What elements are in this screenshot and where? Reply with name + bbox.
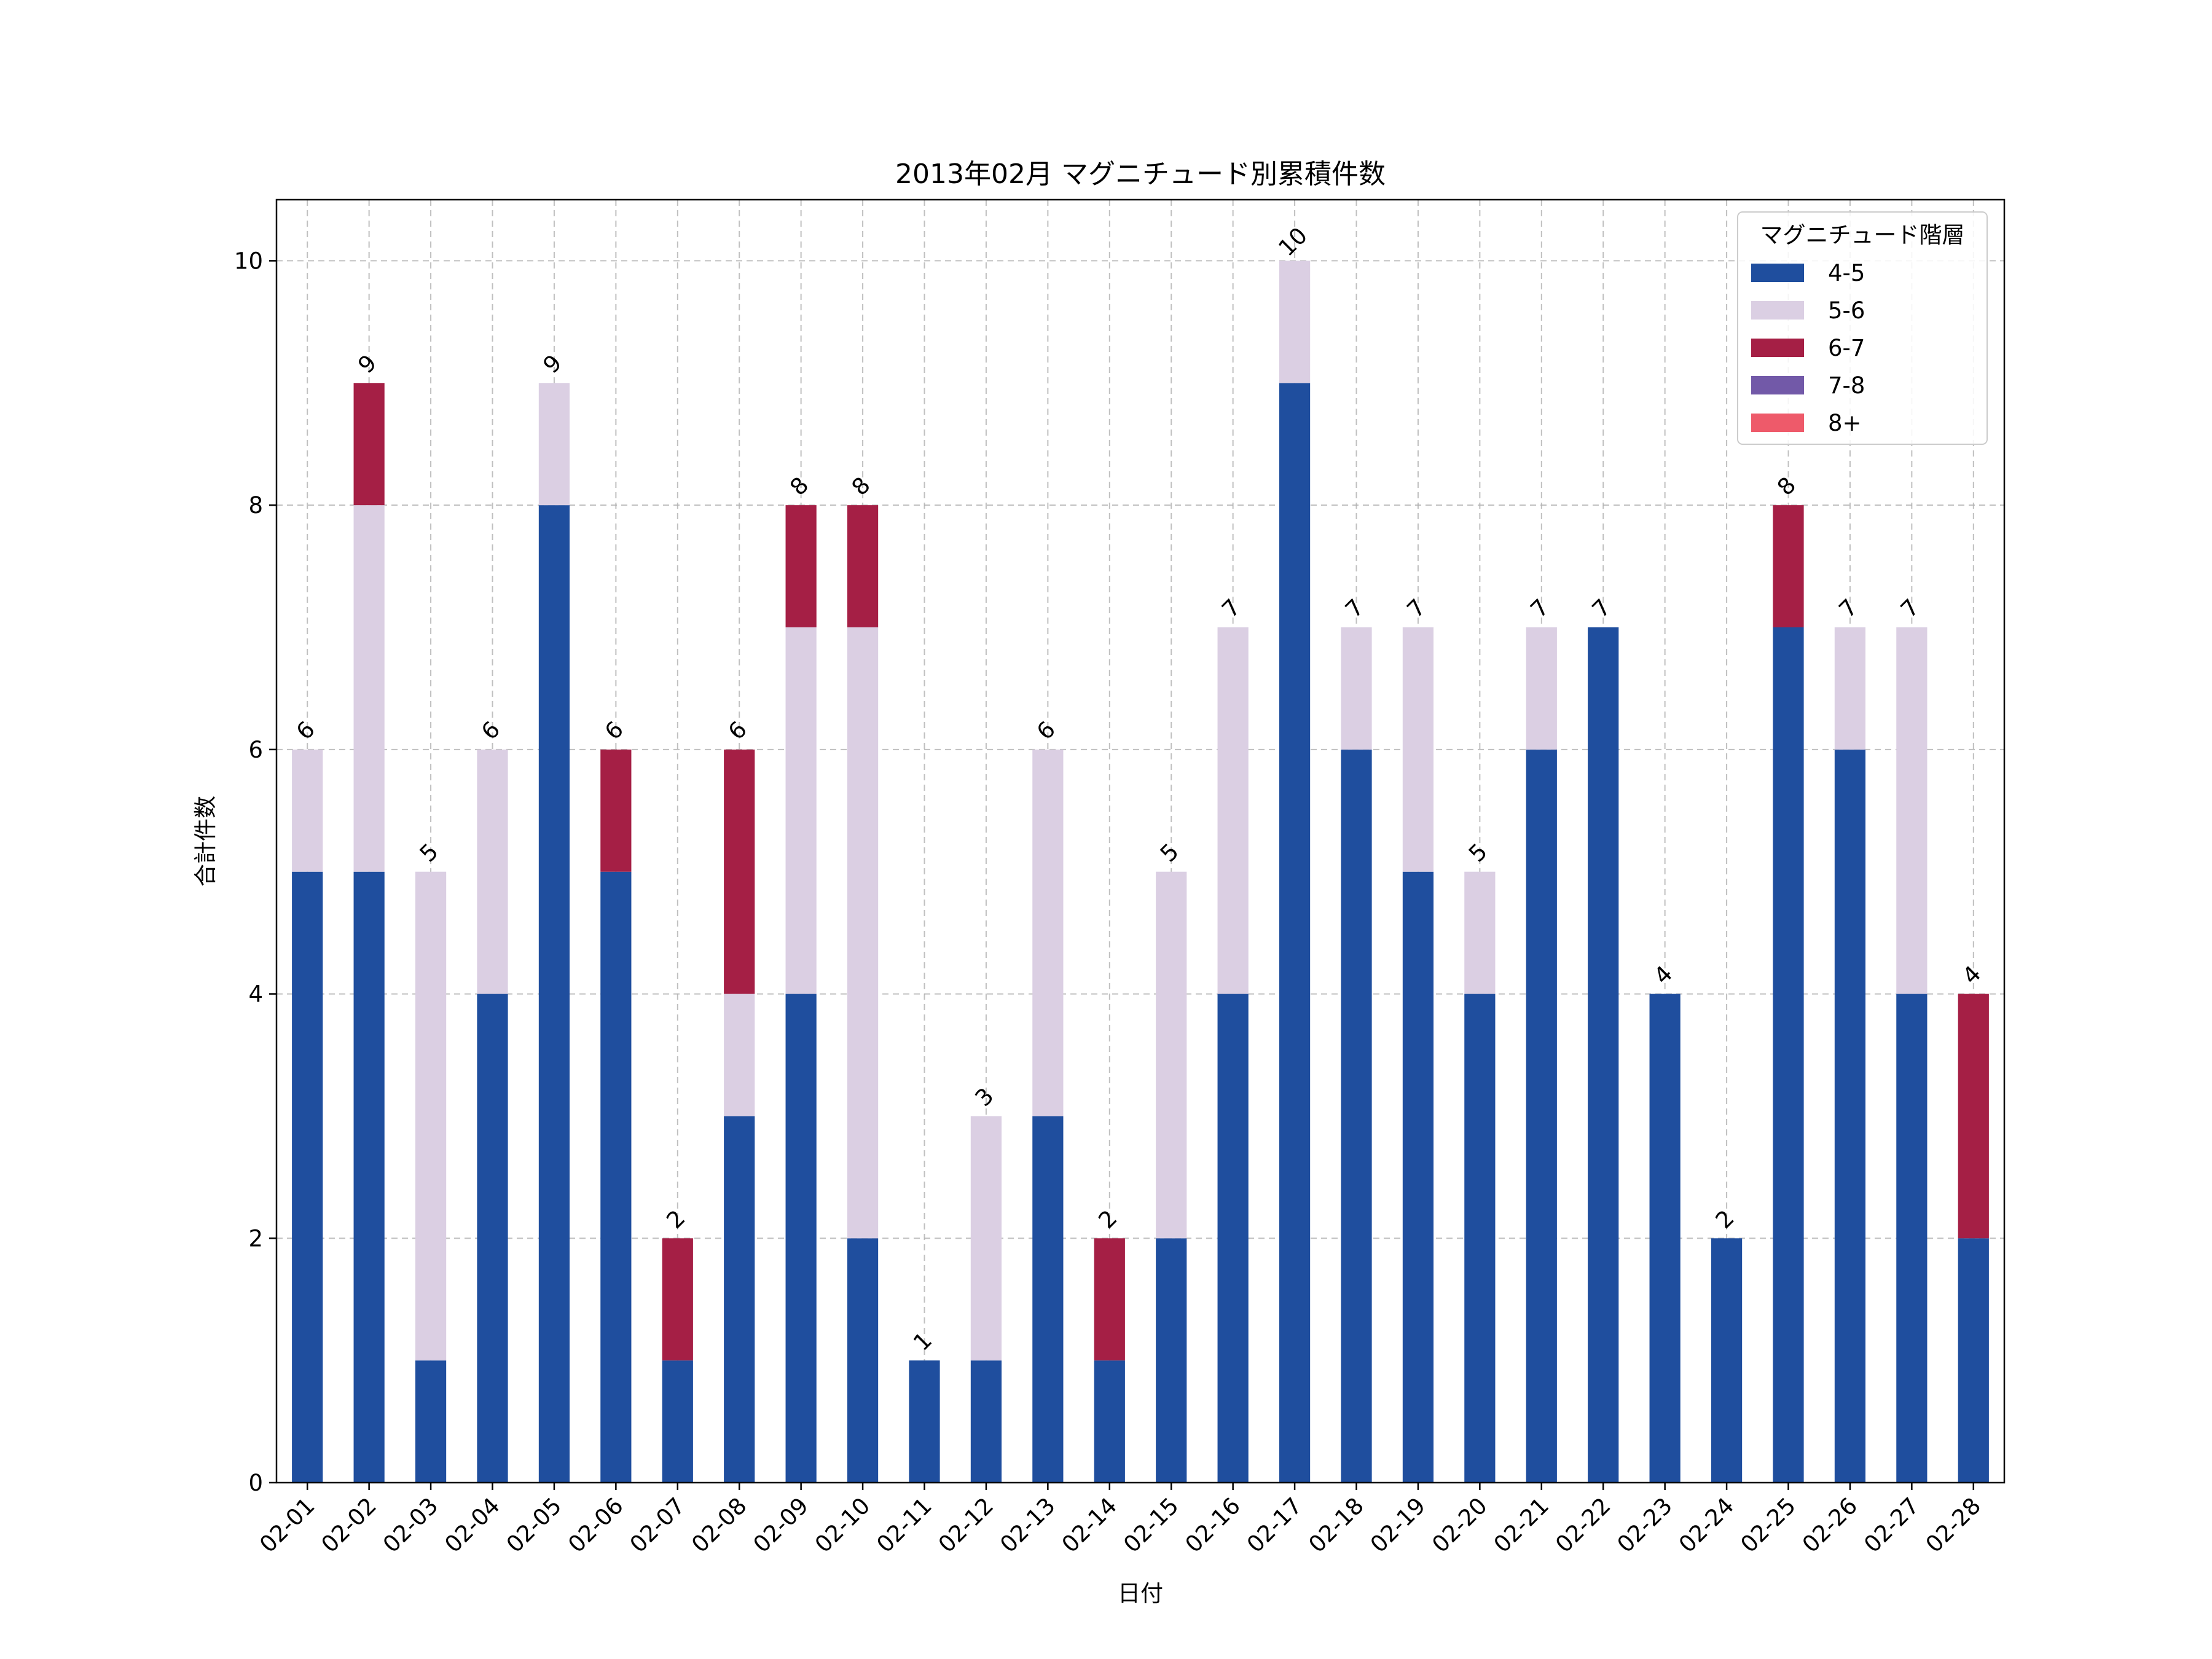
y-tick-label: 10	[234, 248, 263, 274]
bar-segment	[847, 627, 879, 1239]
bar-segment	[1341, 627, 1372, 750]
bars	[292, 261, 1989, 1483]
bar-segment	[1773, 627, 1804, 1483]
bar-segment	[847, 1238, 879, 1483]
y-tick-label: 6	[248, 737, 263, 763]
legend: マグニチュード階層 4-5 5-6 6-7 7-8 8+	[1737, 211, 1988, 445]
legend-title: マグニチュード階層	[1760, 222, 1965, 248]
legend-swatch	[1751, 414, 1804, 432]
legend-label: 4-5	[1828, 260, 1865, 286]
legend-label: 6-7	[1828, 335, 1865, 361]
bar-segment	[1834, 627, 1866, 750]
bar-segment	[477, 994, 508, 1483]
bar-segment	[1094, 1360, 1125, 1483]
bar-segment	[970, 1360, 1002, 1483]
bar-segment	[1156, 1238, 1187, 1483]
y-axis-label: 合計件数	[192, 796, 219, 887]
bar-segment	[662, 1238, 693, 1361]
bar-segment	[1464, 994, 1496, 1483]
chart-title: 2013年02月 マグニチュード別累積件数	[895, 159, 1386, 190]
bar-segment	[1526, 749, 1557, 1483]
bar-segment	[1958, 994, 1989, 1239]
bar-segment	[538, 383, 570, 506]
bar-segment	[1032, 1116, 1064, 1483]
legend-label: 7-8	[1828, 372, 1865, 399]
bar-segment	[847, 505, 879, 627]
bar-segment	[1279, 383, 1311, 1483]
legend-label: 5-6	[1828, 297, 1865, 324]
bar-segment	[292, 749, 323, 872]
bar-segment	[353, 871, 385, 1483]
plot-frame	[275, 198, 2006, 1484]
bar-segment	[292, 871, 323, 1483]
bar-segment	[1464, 871, 1496, 994]
bar-segment	[1834, 749, 1866, 1483]
legend-items: 4-5 5-6 6-7 7-8 8+	[1751, 260, 1865, 436]
bar-segment	[785, 627, 817, 994]
legend-swatch	[1751, 376, 1804, 394]
bar-segment	[1526, 627, 1557, 750]
bar-segment	[1588, 627, 1619, 1483]
bar-segment	[662, 1360, 693, 1483]
bar-segment	[1217, 627, 1249, 994]
bar-segment	[353, 505, 385, 872]
bar-segment	[538, 505, 570, 1483]
legend-swatch	[1751, 264, 1804, 282]
bar-segment	[477, 749, 508, 994]
y-tick-label: 0	[248, 1470, 263, 1496]
bar-segment	[600, 749, 632, 872]
bar-segment	[1402, 627, 1434, 872]
legend-swatch	[1751, 339, 1804, 357]
bar-segment	[724, 994, 755, 1116]
bar-segment	[970, 1116, 1002, 1361]
bar-segment	[1341, 749, 1372, 1483]
y-tick-label: 8	[248, 492, 263, 519]
bar-segment	[1156, 871, 1187, 1239]
bar-segment	[785, 505, 817, 627]
y-tick-label: 2	[248, 1225, 263, 1252]
bar-segment	[415, 871, 447, 1361]
bar-segment	[785, 994, 817, 1483]
bar-segment	[1896, 627, 1928, 994]
bar-segment	[1649, 994, 1681, 1483]
bar-segment	[1032, 749, 1064, 1116]
bar-segment	[1773, 505, 1804, 627]
bar-segment	[724, 749, 755, 994]
y-axis: 0 2 4 6 8 10	[234, 248, 276, 1496]
legend-swatch	[1751, 301, 1804, 320]
x-axis-label: 日付	[1118, 1580, 1163, 1607]
bar-segment	[1094, 1238, 1125, 1361]
bar-segment	[1217, 994, 1249, 1483]
bar-segment	[909, 1360, 940, 1483]
bar-segment	[600, 871, 632, 1483]
legend-label: 8+	[1828, 410, 1862, 436]
bar-segment	[1279, 261, 1311, 383]
y-tick-label: 4	[248, 981, 263, 1008]
bar-segment	[1896, 994, 1928, 1483]
bar-segment	[1402, 871, 1434, 1483]
bar-segment	[353, 383, 385, 506]
bar-segment	[1958, 1238, 1989, 1483]
bar-segment	[724, 1116, 755, 1483]
bar-segment	[415, 1360, 447, 1483]
bar-segment	[1711, 1238, 1743, 1483]
